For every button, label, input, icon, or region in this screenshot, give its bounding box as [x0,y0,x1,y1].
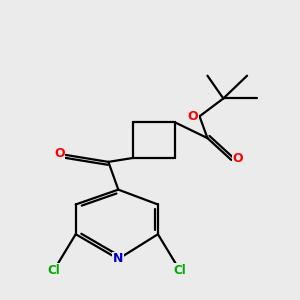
Text: O: O [188,110,198,123]
Text: O: O [54,147,64,160]
Text: O: O [232,152,243,165]
Text: Cl: Cl [174,264,187,277]
Text: Cl: Cl [47,264,60,277]
Text: N: N [113,253,124,266]
